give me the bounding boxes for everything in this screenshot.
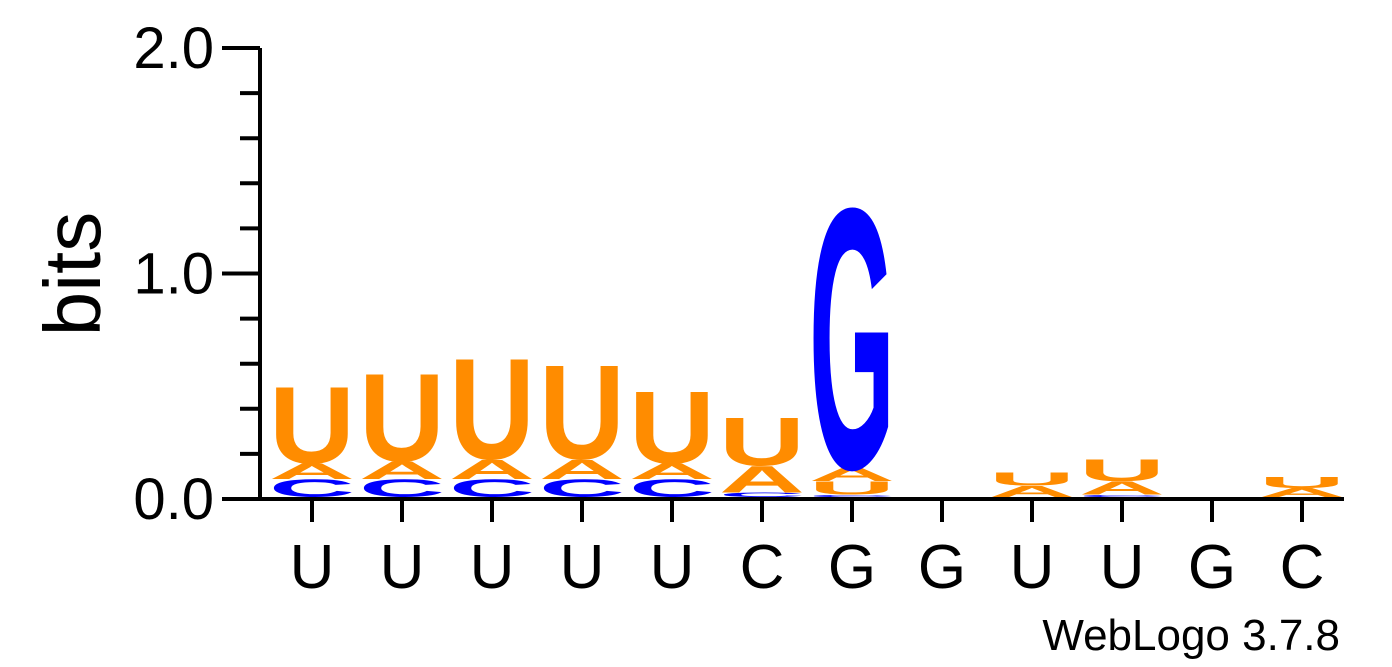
logo-letter-a: A [719, 458, 805, 500]
logo-column: AU [1259, 474, 1345, 500]
logo-letter-u: U [1079, 453, 1165, 488]
footer-text: WebLogo 3.7.8 [1042, 611, 1340, 660]
logo-letter-a: A [539, 454, 625, 485]
x-tick-label: U [1100, 533, 1145, 602]
logo-letter-u: U [1259, 474, 1345, 492]
logo-column: CAU [269, 365, 355, 503]
logo-letter-u: U [809, 478, 895, 499]
logo-letter-u: U [359, 347, 445, 487]
logo-column: CAU [1079, 453, 1165, 499]
logo-letter-a: A [989, 483, 1075, 501]
logo-column: CAU [629, 370, 715, 503]
y-tick-label: 0.0 [133, 467, 214, 532]
logo-letter-a: A [1079, 478, 1165, 499]
x-tick-label: U [290, 533, 335, 602]
logo-letter-a: A [1259, 486, 1345, 500]
logo-letter-c: C [809, 494, 895, 497]
x-tick-label: U [1010, 533, 1055, 602]
logo-letter-u: U [989, 469, 1075, 490]
logo-letter-c: C [1079, 494, 1165, 497]
x-tick-label: G [828, 533, 876, 602]
x-tick-label: G [1188, 533, 1236, 602]
y-axis-label: bits [28, 212, 117, 337]
logo-column: CAU [539, 337, 625, 503]
logo-letter-a: A [269, 459, 355, 484]
logo-letter-u: U [539, 337, 625, 487]
logo-letter-a: A [359, 457, 445, 485]
logo-letter-u: U [629, 370, 715, 486]
x-tick-label: C [740, 533, 785, 602]
x-tick-label: U [380, 533, 425, 602]
x-tick-label: U [470, 533, 515, 602]
logo-letter-a: A [629, 459, 715, 484]
y-tick-label: 2.0 [133, 16, 214, 81]
logo-letter-g: G [809, 131, 895, 547]
logo-letter-u: U [449, 329, 535, 490]
logo-column: CAU [719, 403, 805, 500]
logo-letter-a: A [449, 454, 535, 485]
logo-letter-a: A [809, 464, 895, 485]
x-tick-label: G [918, 533, 966, 602]
logo-column: AU [989, 469, 1075, 500]
logo-column: CAU [359, 347, 445, 502]
x-tick-label: C [1280, 533, 1325, 602]
logo-column: CAU [449, 329, 535, 503]
y-ticks: 0.0 1.0 2.0 [133, 16, 260, 532]
logo-letter-u: U [719, 403, 805, 480]
logo-letter-u: U [269, 365, 355, 488]
logo-letter-c: C [719, 491, 805, 498]
x-tick-label: U [560, 533, 605, 602]
y-tick-label: 1.0 [133, 242, 214, 307]
x-tick-label: U [650, 533, 695, 602]
